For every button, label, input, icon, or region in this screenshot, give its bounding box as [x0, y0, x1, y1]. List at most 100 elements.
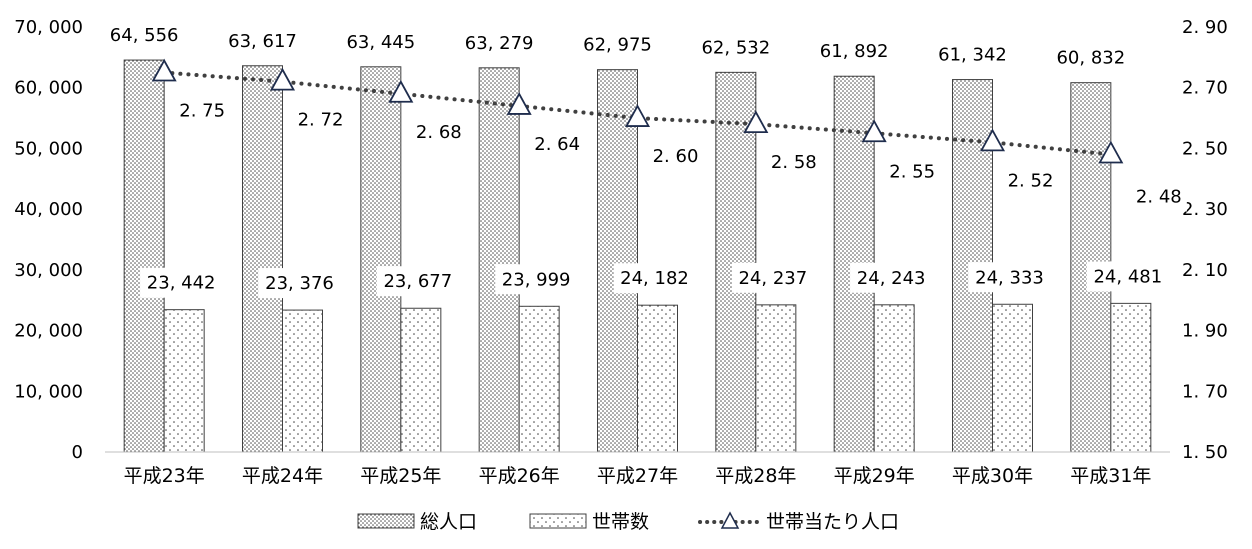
households-data-label-background — [140, 267, 223, 298]
total-population-data-label-background — [930, 39, 1015, 70]
bar-households — [755, 304, 797, 453]
x-axis-tick-labels: 平成23年 平成24年 平成25年 平成26年 平成27年 平成28年 平成29年 平成30年… — [124, 465, 1152, 487]
households-data-label: 24, 243 — [857, 268, 926, 289]
households-data-label-group: 24, 237 — [731, 262, 814, 293]
per-household-data-label: 2. 75 — [179, 101, 225, 122]
bar-households — [992, 303, 1033, 453]
total-population-data-label: 63, 617 — [228, 31, 297, 52]
left-axis-tick-label: 60, 000 — [14, 78, 83, 99]
households-data-label: 24, 481 — [1093, 266, 1162, 287]
legend: 総人口 世帯数 世帯当たり人口 — [357, 511, 899, 533]
per-household-data-label-background — [884, 156, 941, 187]
per-household-data-label-background — [765, 147, 822, 178]
bar-total-population — [242, 65, 283, 453]
legend-label-households: 世帯数 — [592, 511, 649, 533]
bar-households — [518, 305, 560, 453]
left-axis-tick-label: 50, 000 — [14, 138, 83, 159]
left-axis-tick-label: 30, 000 — [14, 260, 83, 281]
per-household-marker — [979, 128, 1006, 152]
left-axis-tick-label: 0 — [72, 442, 83, 463]
households-data-label-background — [495, 264, 578, 295]
total-population-data-label-background — [812, 36, 897, 67]
x-axis-tick-label: 平成29年 — [834, 465, 915, 487]
left-axis-tick-label: 20, 000 — [14, 321, 83, 342]
legend-label-per-household: 世帯当たり人口 — [766, 511, 899, 533]
bar-households — [637, 304, 678, 453]
per-household-data-label: 2. 60 — [653, 146, 699, 167]
total-population-data-label: 63, 445 — [346, 32, 415, 53]
legend-swatch-households — [529, 513, 587, 529]
x-axis-tick-label: 平成24年 — [242, 465, 323, 487]
x-axis-tick-label: 平成27年 — [597, 465, 678, 487]
per-household-marker — [388, 79, 414, 103]
per-household-marker — [151, 58, 177, 82]
total-population-data-label-background — [220, 25, 305, 56]
total-population-data-label: 62, 532 — [701, 37, 770, 58]
data-labels-group: 64, 556 23, 442 2. 75 63, 617 23, 376 2. 72 63… — [102, 20, 1187, 299]
households-data-label-background — [968, 262, 1051, 293]
right-axis-tick-label: 1. 50 — [1182, 442, 1228, 463]
per-household-data-label: 2. 52 — [1008, 170, 1054, 191]
per-household-data-label-group: 2. 52 — [1002, 165, 1059, 196]
households-data-label: 23, 442 — [147, 273, 216, 294]
right-axis-tick-label: 1. 70 — [1182, 381, 1228, 402]
households-data-label-background — [613, 263, 696, 294]
households-data-label-group: 23, 999 — [495, 264, 578, 295]
right-axis-tick-label: 2. 90 — [1182, 17, 1228, 38]
per-household-data-label-background — [410, 116, 467, 147]
per-household-data-label-group: 2. 64 — [529, 128, 586, 159]
per-household-data-label: 2. 48 — [1136, 187, 1182, 208]
total-population-data-label-group: 62, 975 — [575, 29, 660, 60]
right-axis-tick-label: 2. 50 — [1182, 138, 1228, 159]
left-axis-tick-label: 10, 000 — [14, 381, 83, 402]
bar-households — [1110, 302, 1152, 453]
x-axis-tick-label: 平成25年 — [360, 465, 441, 487]
total-population-data-label-group: 62, 532 — [693, 32, 778, 63]
households-data-label-group: 23, 677 — [376, 266, 459, 297]
x-axis-tick-label: 平成28年 — [715, 465, 796, 487]
per-household-data-label-background — [529, 128, 586, 159]
right-axis-tick-label: 2. 70 — [1182, 78, 1228, 99]
total-population-data-label-group: 64, 556 — [102, 20, 187, 51]
per-household-data-label: 2. 58 — [771, 152, 817, 173]
households-data-label: 24, 237 — [738, 268, 807, 289]
per-household-data-label-group: 2. 60 — [647, 141, 704, 172]
x-axis-tick-label: 平成30年 — [952, 465, 1033, 487]
right-axis-tick-label: 1. 90 — [1182, 321, 1228, 342]
bar-total-population — [715, 71, 757, 453]
per-household-data-label-group: 2. 68 — [410, 116, 467, 147]
total-population-data-label-background — [102, 20, 187, 51]
x-axis-tick-label: 平成31年 — [1070, 465, 1151, 487]
total-population-data-label: 64, 556 — [110, 25, 179, 46]
households-data-label: 23, 376 — [265, 273, 334, 294]
total-population-data-label-group: 63, 279 — [457, 27, 542, 58]
left-axis-tick-labels: 0 10, 000 20, 000 30, 000 40, 000 50, 000 60, … — [14, 17, 83, 463]
bar-households — [400, 307, 442, 453]
per-household-data-label-background — [647, 141, 704, 172]
households-data-label-group: 24, 481 — [1086, 261, 1169, 292]
bar-total-population — [597, 69, 638, 453]
total-population-data-label: 61, 342 — [938, 45, 1007, 66]
households-data-label-group: 24, 182 — [613, 263, 696, 294]
per-household-marker — [269, 67, 296, 91]
per-household-data-label-group: 2. 58 — [765, 147, 822, 178]
per-household-marker — [861, 119, 887, 143]
households-data-label: 23, 677 — [383, 271, 452, 292]
total-population-data-label: 63, 279 — [465, 33, 534, 54]
per-household-data-label: 2. 55 — [889, 161, 935, 182]
per-household-data-label-background — [1130, 181, 1187, 212]
bar-total-population — [478, 67, 520, 453]
per-household-marker — [506, 92, 532, 115]
legend-swatch-per-household-marker — [720, 511, 740, 529]
households-data-label-background — [376, 266, 459, 297]
households-data-label-background — [258, 268, 341, 299]
total-population-data-label-background — [575, 29, 660, 60]
per-household-data-label-background — [292, 104, 349, 135]
legend-swatch-total-population — [357, 513, 415, 529]
bar-total-population — [123, 59, 165, 453]
per-household-marker — [624, 104, 651, 127]
households-data-label-group: 24, 243 — [850, 262, 933, 293]
households-data-label: 24, 182 — [620, 268, 689, 289]
total-population-data-label-group: 61, 892 — [812, 36, 897, 67]
total-population-data-label-group: 63, 617 — [220, 25, 305, 56]
